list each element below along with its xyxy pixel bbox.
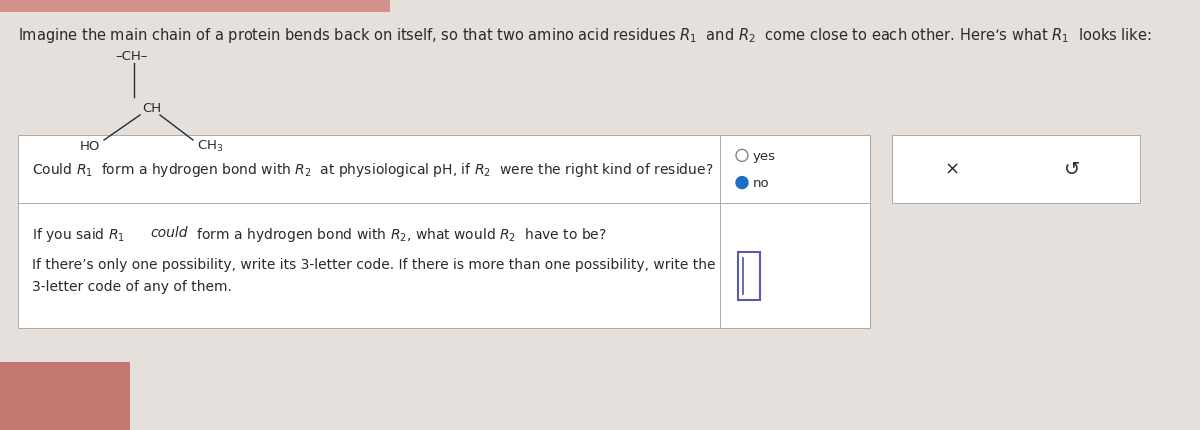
Text: CH$_3$: CH$_3$ — [197, 138, 223, 153]
Circle shape — [736, 150, 748, 162]
Text: no: no — [754, 177, 769, 190]
Bar — [18, 136, 720, 203]
Circle shape — [736, 177, 748, 189]
Text: If there’s only one possibility, write its 3-letter code. If there is more than : If there’s only one possibility, write i… — [32, 258, 715, 271]
Bar — [892, 136, 1140, 203]
Text: ×: × — [944, 161, 960, 178]
Bar — [720, 136, 870, 203]
Text: form a hydrogen bond with $R_2$, what would $R_2$  have to be?: form a hydrogen bond with $R_2$, what wo… — [192, 225, 607, 243]
Text: Could $R_1$  form a hydrogen bond with $R_2$  at physiological pH, if $R_2$  wer: Could $R_1$ form a hydrogen bond with $R… — [32, 161, 713, 178]
Text: ↺: ↺ — [1064, 160, 1080, 179]
Text: 3-letter code of any of them.: 3-letter code of any of them. — [32, 280, 232, 293]
Bar — [0, 362, 130, 430]
Bar — [18, 203, 720, 328]
Text: If you said $R_1$: If you said $R_1$ — [32, 225, 131, 243]
Text: HO: HO — [79, 139, 100, 152]
Text: Imagine the main chain of a protein bends back on itself, so that two amino acid: Imagine the main chain of a protein bend… — [18, 26, 1152, 45]
Text: yes: yes — [754, 150, 776, 163]
Text: CH: CH — [142, 101, 161, 114]
Bar — [738, 252, 760, 300]
Text: could: could — [150, 225, 187, 240]
Bar — [720, 203, 870, 328]
Bar — [0, 0, 390, 13]
Text: –CH–: –CH– — [116, 49, 148, 62]
